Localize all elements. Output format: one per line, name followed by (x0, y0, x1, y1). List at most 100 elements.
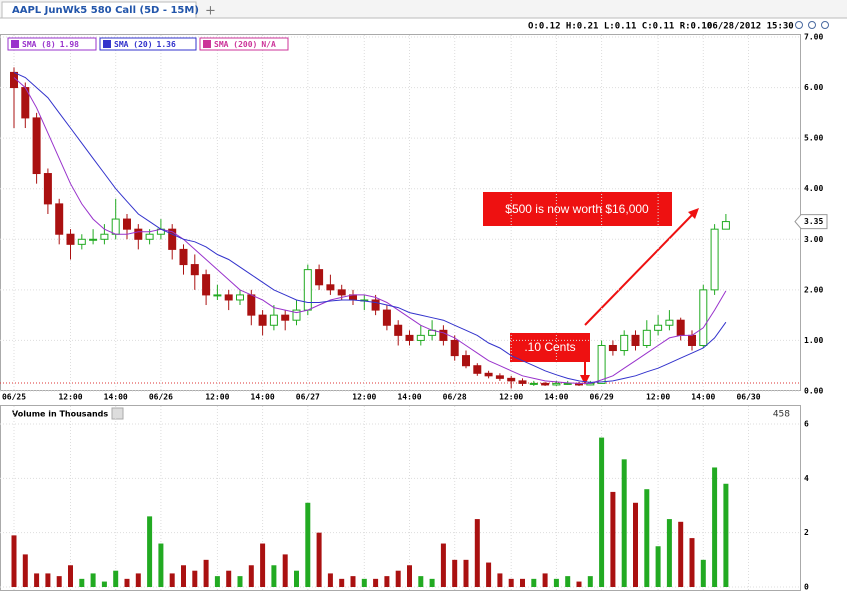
candle-body (269, 314, 278, 326)
legend-label: SMA (8) 1.98 (22, 40, 79, 49)
volume-bar (373, 578, 379, 587)
volume-frame (0, 405, 801, 591)
candle-body (495, 375, 504, 379)
volume-bar (361, 578, 367, 587)
volume-bar (79, 578, 85, 587)
candle-body (529, 382, 538, 385)
volume-bar (45, 573, 51, 587)
volume-bar (11, 535, 17, 587)
annotation-text: .10 Cents (524, 340, 575, 354)
candle-body (382, 309, 391, 326)
x-tick-label: 06/26 (149, 393, 173, 402)
volume-scale: 458 (773, 410, 790, 420)
legend-box (199, 37, 289, 51)
legend-item: SMA (20) 1.36 (99, 37, 197, 51)
volume-bar (260, 543, 266, 587)
volume-bar (712, 467, 718, 587)
y-tick-label: 5.00 (804, 134, 823, 143)
y-tick-label: 6 (804, 420, 809, 429)
volume-bar (474, 519, 480, 587)
volume-bar (192, 570, 198, 587)
legend-label: SMA (200) N/A (214, 40, 276, 49)
legend-item: SMA (200) N/A (199, 37, 289, 51)
volume-bar (723, 483, 729, 587)
x-tick-label: 06/30 (736, 393, 760, 402)
arrow-head (580, 375, 590, 385)
x-tick-label: 14:00 (251, 393, 275, 402)
candle-body (258, 314, 267, 326)
y-tick-label: 1.00 (804, 336, 823, 345)
legend-box (7, 37, 97, 51)
candle-body (450, 339, 459, 357)
annotation-text: $500 is now worth $16,000 (505, 202, 649, 216)
volume-bar (90, 573, 96, 587)
volume-bar (350, 576, 356, 587)
x-tick-label: 12:00 (352, 393, 376, 402)
candle-body (631, 334, 640, 346)
candle-body (721, 221, 730, 230)
candle-body (236, 294, 244, 301)
volume-bar (226, 570, 232, 587)
candle-body (145, 233, 154, 240)
volume-bar (169, 573, 175, 587)
y-tick-label: 6.00 (804, 83, 823, 92)
legend-item: SMA (8) 1.98 (7, 37, 97, 51)
volume-bar (429, 578, 435, 587)
candle-body (77, 238, 86, 245)
quote: O:0.12 H:0.21 L:0.11 C:0.11 R:0.10 (528, 22, 712, 32)
volume-bar (135, 573, 141, 587)
volume-bar (599, 437, 605, 587)
volume-bar (531, 578, 537, 587)
volume-bar (610, 491, 616, 587)
zoom-controls[interactable] (795, 21, 829, 29)
add-tab[interactable]: + (205, 4, 216, 19)
y-tick-label: 4 (804, 474, 809, 483)
tab[interactable] (1, 1, 197, 18)
candle-body (303, 269, 312, 311)
x-tick-label: 12:00 (646, 393, 670, 402)
volume-bar (56, 576, 62, 587)
y-tick-label: 4.00 (804, 184, 823, 193)
legend-check (11, 40, 19, 48)
volume-bar (294, 570, 299, 587)
candle-body (597, 344, 606, 384)
volume-bar (147, 516, 153, 587)
candle-body (507, 377, 516, 382)
tab-bar (0, 0, 847, 18)
candle-body (190, 264, 199, 276)
volume-bar (689, 538, 695, 587)
candle-body (699, 289, 708, 346)
candle-body (710, 228, 719, 291)
volume-bar (418, 576, 424, 587)
volume-bar (553, 578, 559, 587)
volume-bar (452, 559, 458, 587)
annotation-arrow (584, 213, 694, 326)
close-button[interactable] (111, 407, 124, 420)
candle-body (202, 274, 211, 296)
candle-body (439, 329, 448, 341)
legend-name: SMA (200) (214, 40, 257, 49)
volume-bar (22, 554, 28, 587)
volume-bar (520, 578, 525, 587)
candle-body (247, 294, 256, 316)
volume-bar (271, 565, 277, 587)
volume-bar (101, 581, 107, 587)
x-tick-label: 14:00 (104, 393, 128, 402)
volume-bar (621, 459, 627, 587)
sma-line (13, 71, 727, 383)
candle-body (484, 372, 493, 377)
legend-label: SMA (20) 1.36 (114, 40, 176, 49)
x-tick-label: 06/29 (590, 393, 614, 402)
candle-body (688, 334, 696, 346)
candle-body (55, 203, 64, 235)
volume-bar (384, 576, 390, 587)
candle-body (563, 382, 572, 385)
volume-bar (248, 565, 254, 587)
candle-body (416, 334, 425, 341)
volume-bar (237, 576, 243, 587)
candle-body (620, 334, 629, 352)
annotation-box (510, 333, 590, 362)
tab-title[interactable]: AAPL JunWk5 580 Call (5D - 15M) (12, 5, 199, 16)
